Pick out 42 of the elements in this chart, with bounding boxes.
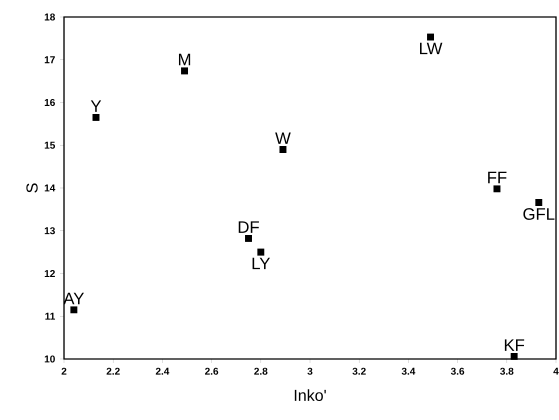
series-label: FF	[488, 172, 506, 184]
series-label: GFL	[523, 208, 554, 220]
series-label: LW	[420, 42, 442, 54]
x-axis-title: Inko'	[294, 389, 326, 402]
y-tick-label: 15	[44, 142, 56, 149]
x-tick-label: 4	[553, 368, 559, 375]
y-tick-label: 16	[44, 98, 55, 106]
point	[510, 352, 518, 360]
point	[70, 306, 78, 314]
series-label: LY	[252, 258, 270, 270]
y-tick-label: 11	[45, 312, 56, 320]
x-tick-label: 3.4	[402, 368, 416, 375]
point	[535, 199, 542, 206]
point	[427, 34, 434, 41]
y-tick-label: 12	[44, 270, 55, 277]
x-tick-label: 2.2	[106, 368, 120, 375]
point	[245, 234, 252, 242]
y-tick-label: 10	[44, 355, 55, 363]
series-label: AY	[63, 292, 84, 304]
x-tick-label: 2.8	[254, 368, 268, 375]
x-tick-label: 3.6	[450, 368, 464, 375]
x-tick-label: 3.8	[500, 368, 514, 375]
y-axis-title: S	[26, 183, 38, 193]
x-tick-label: 2.4	[156, 368, 170, 375]
point	[493, 185, 500, 192]
x-tick-label: 2	[62, 368, 66, 375]
series-label: M	[178, 54, 190, 66]
point	[92, 114, 100, 121]
x-tick-label: 3.2	[352, 368, 366, 375]
series-label: KF	[504, 339, 524, 351]
x-tick-label: 2.6	[205, 368, 218, 375]
y-tick-label: 17	[44, 56, 55, 64]
y-tick-label: 14	[44, 184, 56, 192]
point	[279, 146, 286, 153]
y-tick-label: 18	[44, 13, 55, 21]
series-label: Y	[90, 100, 102, 112]
point	[257, 248, 264, 256]
series-label: W	[275, 132, 291, 144]
x-tick-label: 3	[307, 368, 312, 375]
series-label: DF	[238, 221, 259, 233]
point	[181, 67, 188, 74]
y-tick-label: 13	[44, 227, 55, 234]
